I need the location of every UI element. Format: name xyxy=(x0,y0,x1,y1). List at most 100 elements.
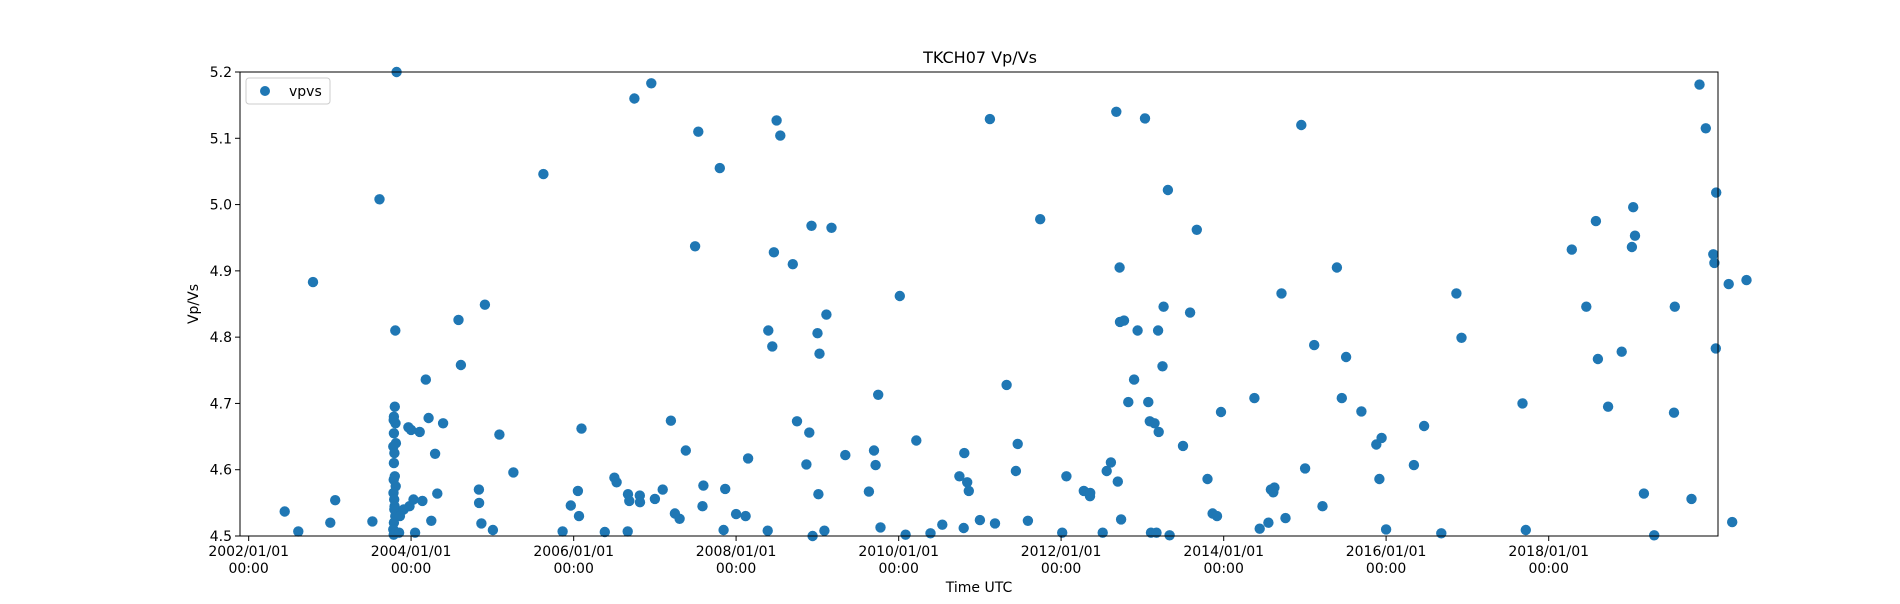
data-point-78 xyxy=(680,445,691,456)
data-point-51 xyxy=(479,299,491,310)
data-point-128 xyxy=(1035,214,1046,225)
data-point-166 xyxy=(1254,523,1265,534)
data-point-32 xyxy=(394,510,406,522)
data-point-47 xyxy=(455,359,467,371)
data-point-16 xyxy=(389,447,400,459)
data-point-92 xyxy=(775,130,786,141)
data-point-140 xyxy=(1114,262,1125,273)
data-point-106 xyxy=(863,486,875,497)
data-point-172 xyxy=(1280,512,1291,524)
x-tick-label-5: 2012/01/01 00:00 xyxy=(1021,544,1102,577)
data-point-173 xyxy=(1296,119,1307,131)
data-point-44 xyxy=(432,488,443,499)
data-point-139 xyxy=(1115,514,1127,525)
data-point-34 xyxy=(409,527,421,538)
chart-title: TKCH07 Vp/Vs xyxy=(922,48,1037,67)
legend: vpvs xyxy=(245,77,331,105)
data-point-212 xyxy=(1723,278,1734,290)
data-point-125 xyxy=(1010,465,1022,477)
data-point-88 xyxy=(763,325,774,336)
data-point-121 xyxy=(974,514,986,526)
data-point-153 xyxy=(1153,426,1164,438)
data-point-60 xyxy=(576,423,587,434)
data-point-79 xyxy=(689,241,701,252)
data-point-1 xyxy=(293,526,304,537)
data-point-182 xyxy=(1376,432,1387,444)
data-point-178 xyxy=(1336,392,1348,404)
data-point-206 xyxy=(1694,79,1705,90)
data-point-209 xyxy=(1711,187,1722,198)
data-point-156 xyxy=(1162,184,1174,196)
data-point-41 xyxy=(423,412,434,424)
data-point-174 xyxy=(1299,463,1311,474)
data-point-53 xyxy=(494,429,505,440)
data-point-111 xyxy=(894,290,905,302)
data-point-35 xyxy=(408,494,419,505)
data-point-81 xyxy=(698,480,709,491)
data-point-97 xyxy=(806,220,817,231)
legend-box xyxy=(245,77,331,105)
data-point-73 xyxy=(665,415,677,426)
y-tick-label-7: 5.2 xyxy=(210,65,232,81)
data-point-175 xyxy=(1309,339,1320,351)
data-point-100 xyxy=(814,348,825,359)
data-point-170 xyxy=(1269,482,1280,493)
data-point-0 xyxy=(279,506,290,517)
data-point-99 xyxy=(813,489,824,500)
data-point-205 xyxy=(1686,493,1697,505)
data-point-114 xyxy=(925,528,936,539)
data-point-96 xyxy=(804,427,815,438)
data-point-52 xyxy=(487,524,499,536)
data-point-138 xyxy=(1112,476,1124,487)
y-tick-label-0: 4.5 xyxy=(210,529,232,545)
data-point-123 xyxy=(989,518,1001,529)
data-point-46 xyxy=(453,314,464,326)
data-point-63 xyxy=(611,477,622,488)
data-point-86 xyxy=(742,453,754,464)
data-point-144 xyxy=(1128,374,1140,385)
x-tick-label-8: 2018/01/01 00:00 xyxy=(1508,544,1589,577)
y-axis-label: Vp/Vs xyxy=(186,284,202,324)
data-point-129 xyxy=(1057,527,1068,538)
data-point-118 xyxy=(959,447,970,459)
data-point-69 xyxy=(634,497,646,508)
data-point-142 xyxy=(1118,315,1130,326)
data-point-84 xyxy=(730,508,742,520)
data-point-57 xyxy=(565,500,576,511)
data-point-163 xyxy=(1211,510,1223,522)
data-point-36 xyxy=(417,495,428,507)
data-point-108 xyxy=(870,459,881,471)
data-point-130 xyxy=(1061,471,1072,482)
data-point-64 xyxy=(622,526,633,537)
data-point-180 xyxy=(1356,406,1367,417)
data-point-120 xyxy=(963,485,974,497)
data-point-82 xyxy=(714,162,725,174)
legend-marker xyxy=(260,86,270,96)
data-point-89 xyxy=(767,341,778,352)
data-point-110 xyxy=(875,522,886,533)
data-point-188 xyxy=(1451,288,1462,299)
data-point-214 xyxy=(1741,274,1752,286)
data-point-204 xyxy=(1668,407,1680,418)
data-point-12 xyxy=(390,418,401,429)
data-point-208 xyxy=(1708,249,1719,260)
y-tick-label-1: 4.6 xyxy=(210,463,232,479)
data-point-186 xyxy=(1418,420,1430,432)
data-point-9 xyxy=(389,401,400,412)
data-point-158 xyxy=(1177,440,1189,452)
data-point-58 xyxy=(572,485,584,497)
data-point-201 xyxy=(1638,488,1650,499)
data-point-43 xyxy=(429,448,441,459)
data-point-134 xyxy=(1097,527,1108,538)
data-point-6 xyxy=(374,194,385,205)
data-point-113 xyxy=(911,435,922,446)
data-point-61 xyxy=(599,526,610,538)
data-point-189 xyxy=(1456,332,1467,343)
data-point-90 xyxy=(768,247,780,258)
data-point-199 xyxy=(1629,230,1641,241)
data-point-164 xyxy=(1215,406,1227,418)
data-point-2 xyxy=(307,276,319,288)
data-point-38 xyxy=(414,426,425,438)
data-point-207 xyxy=(1700,123,1712,134)
